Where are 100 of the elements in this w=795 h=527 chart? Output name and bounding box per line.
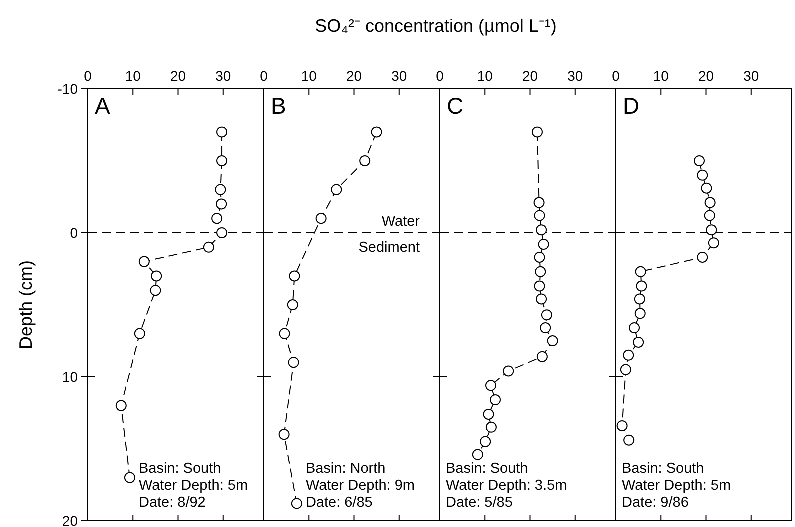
annotation: Water <box>382 214 420 230</box>
x-tick-label: 10 <box>301 68 318 84</box>
y-tick-label: -10 <box>58 81 78 97</box>
point <box>331 184 342 196</box>
x-tick-label: 30 <box>568 68 584 84</box>
point <box>291 498 302 510</box>
point <box>151 270 162 282</box>
point <box>215 184 226 196</box>
annotation: Sediment <box>358 240 420 256</box>
point <box>216 126 228 138</box>
annotation: Basin: South <box>446 461 528 477</box>
point <box>633 336 644 348</box>
point <box>538 239 550 250</box>
point <box>694 156 705 166</box>
x-tick-label: 30 <box>392 68 408 84</box>
point <box>216 228 228 238</box>
point <box>480 436 492 448</box>
x-tick-label: 20 <box>346 68 362 84</box>
point <box>316 213 327 224</box>
annotation: Date: 5/85 <box>446 495 513 511</box>
point <box>708 238 720 249</box>
point <box>278 429 290 440</box>
point <box>704 210 716 222</box>
point <box>634 308 646 320</box>
point <box>289 270 300 282</box>
point <box>629 322 640 334</box>
point <box>483 408 494 420</box>
annotation: Date: 9/86 <box>622 495 689 511</box>
point <box>150 285 162 296</box>
point <box>124 472 136 484</box>
annotation: Water Depth: 5m <box>138 478 248 494</box>
point <box>635 266 646 278</box>
point <box>138 256 150 268</box>
point <box>116 400 127 412</box>
x-tick-label: 10 <box>477 68 494 84</box>
point <box>134 328 146 340</box>
annotation: Water Depth: 9m <box>306 478 416 494</box>
annotation: Water Depth: 5m <box>622 478 732 494</box>
point <box>636 280 648 292</box>
x-tick-label: 10 <box>125 68 142 84</box>
annotation: A <box>95 93 111 119</box>
point <box>616 420 628 432</box>
point <box>540 322 552 334</box>
annotation: Basin: South <box>622 461 704 477</box>
y-axis-title: Depth (cm) <box>16 260 36 350</box>
point <box>536 294 548 305</box>
point <box>472 449 484 460</box>
point <box>287 300 298 310</box>
point <box>490 394 502 406</box>
point <box>697 170 708 181</box>
point <box>704 197 716 208</box>
chart-title: SO₄²⁻ concentration (µmol L⁻¹) <box>315 16 557 36</box>
x-tick-label: 20 <box>522 68 538 84</box>
y-tick-label: 20 <box>62 513 78 527</box>
annotation: B <box>271 93 286 119</box>
x-tick-label: 20 <box>170 68 186 84</box>
annotation: Date: 6/85 <box>306 495 373 511</box>
x-tick-label: 0 <box>612 68 620 84</box>
point <box>288 357 300 368</box>
x-tick-label: 30 <box>216 68 232 84</box>
point <box>534 252 546 263</box>
x-tick-label: 30 <box>744 68 760 84</box>
x-tick-label: 0 <box>84 68 92 84</box>
point <box>486 422 497 433</box>
annotation: Basin: South <box>138 461 222 477</box>
point <box>536 224 548 236</box>
point <box>697 252 708 263</box>
point <box>547 336 558 346</box>
point <box>624 434 635 446</box>
point <box>485 380 496 392</box>
x-tick-label: 0 <box>260 68 268 84</box>
point <box>203 242 214 253</box>
point <box>212 213 223 224</box>
point <box>534 197 545 208</box>
point <box>534 280 546 292</box>
point <box>535 266 546 278</box>
point <box>279 328 290 340</box>
x-tick-label: 0 <box>436 68 444 84</box>
point <box>623 350 634 361</box>
point <box>534 210 546 222</box>
x-tick-label: 10 <box>653 68 670 84</box>
point <box>503 366 514 377</box>
point <box>706 224 718 236</box>
annotation: Basin: North <box>306 461 386 477</box>
point <box>360 156 371 166</box>
point <box>536 351 548 362</box>
point <box>216 156 228 166</box>
point <box>541 310 552 321</box>
point <box>701 182 712 194</box>
point <box>532 126 543 138</box>
point <box>620 364 632 376</box>
annotation: Water Depth: 3.5m <box>446 478 568 494</box>
y-tick-label: 0 <box>70 225 78 241</box>
point <box>216 198 228 210</box>
annotation: C <box>447 93 464 119</box>
y-tick-label: 10 <box>62 369 78 385</box>
x-tick-label: 20 <box>698 68 714 84</box>
annotation: D <box>623 93 640 119</box>
point <box>371 126 382 138</box>
point <box>634 294 646 305</box>
